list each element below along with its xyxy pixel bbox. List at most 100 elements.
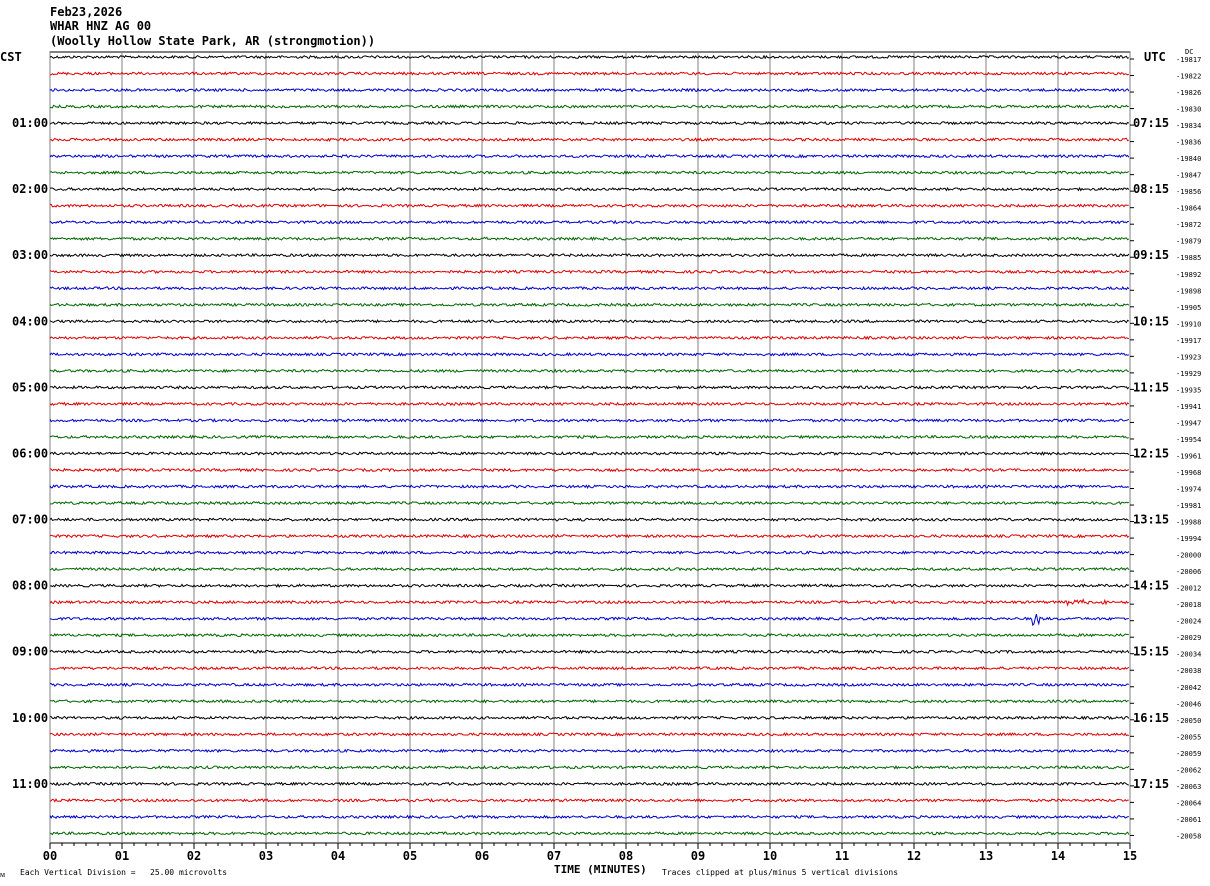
left-hour-label-08:00: 08:00 <box>12 579 48 593</box>
dc-offset-label: -20006 <box>1176 568 1201 576</box>
right-hour-label-08:15: 08:15 <box>1133 182 1169 196</box>
right-hour-label-16:15: 16:15 <box>1133 711 1169 725</box>
right-hour-label-17:15: 17:15 <box>1133 777 1169 791</box>
trace-19 <box>49 352 1129 357</box>
dc-offset-label: -19910 <box>1176 320 1201 328</box>
x-tick-label-12: 12 <box>907 849 921 863</box>
trace-3 <box>49 87 1130 93</box>
left-hour-label-10:00: 10:00 <box>12 711 48 725</box>
left-hour-label-03:00: 03:00 <box>12 248 48 262</box>
dc-offset-label: -19968 <box>1176 469 1201 477</box>
right-hour-label-10:15: 10:15 <box>1133 314 1169 328</box>
dc-offset-label: -19923 <box>1176 353 1201 361</box>
dc-offset-label: -19905 <box>1176 304 1201 312</box>
dc-offset-label: -20055 <box>1176 733 1201 741</box>
left-hour-label-06:00: 06:00 <box>12 446 48 460</box>
trace-39 <box>49 682 1130 688</box>
dc-offset-label: -20061 <box>1176 816 1201 824</box>
trace-12 <box>49 236 1130 242</box>
x-tick-label-14: 14 <box>1051 849 1065 863</box>
clip-note: Traces clipped at plus/minus 5 vertical … <box>662 868 899 877</box>
trace-10 <box>49 203 1129 208</box>
plot-frame <box>49 51 1131 844</box>
dc-offset-label: -19892 <box>1176 271 1201 279</box>
dc-offset-label: -19872 <box>1176 221 1201 229</box>
trace-29 <box>49 517 1130 522</box>
trace-8 <box>49 170 1130 175</box>
left-hour-label-01:00: 01:00 <box>12 116 48 130</box>
dc-offset-label: -19947 <box>1176 419 1201 427</box>
trace-37 <box>49 649 1130 655</box>
left-hour-label-11:00: 11:00 <box>12 777 48 791</box>
x-axis-title: TIME (MINUTES) <box>554 863 647 876</box>
trace-16 <box>49 302 1130 308</box>
left-hour-label-05:00: 05:00 <box>12 380 48 394</box>
trace-6 <box>49 137 1130 142</box>
trace-44 <box>49 764 1130 770</box>
x-tick-label-09: 09 <box>691 849 705 863</box>
dc-offset-label: -19847 <box>1176 172 1201 180</box>
x-tick-label-03: 03 <box>259 849 273 863</box>
x-tick-label-07: 07 <box>547 849 561 863</box>
trace-32 <box>49 566 1130 572</box>
dc-offset-label: -20034 <box>1176 651 1201 659</box>
x-tick-label-08: 08 <box>619 849 633 863</box>
x-tick-label-04: 04 <box>331 849 345 863</box>
dc-offset-label: -19840 <box>1176 155 1201 163</box>
trace-23 <box>49 418 1130 423</box>
dc-offset-label: -19994 <box>1176 535 1201 543</box>
dc-offset-label: -20000 <box>1176 552 1201 560</box>
dc-offset-label: -20062 <box>1176 766 1201 774</box>
dc-offset-label: -20050 <box>1176 717 1201 725</box>
dc-offset-label: -19917 <box>1176 337 1201 345</box>
trace-38 <box>49 665 1130 671</box>
trace-48 <box>49 831 1130 836</box>
dc-label: DC <box>1185 48 1194 56</box>
trace-layer <box>49 54 1130 836</box>
trace-46 <box>49 797 1129 803</box>
right-hour-label-09:15: 09:15 <box>1133 248 1169 262</box>
dc-offset-label: -20042 <box>1176 684 1201 692</box>
header-date: Feb23,2026 <box>50 5 123 19</box>
trace-30 <box>49 533 1130 539</box>
trace-7 <box>49 153 1130 159</box>
x-tick-label-10: 10 <box>763 849 777 863</box>
dc-offset-label: -19929 <box>1176 370 1201 378</box>
dc-offset-label: -19961 <box>1176 452 1201 460</box>
dc-offset-label: -20029 <box>1176 634 1201 642</box>
x-tick-label-06: 06 <box>475 849 489 863</box>
legend-icon: ᴍ <box>0 870 6 879</box>
dc-offset-label: -20024 <box>1176 618 1201 626</box>
right-hour-label-12:15: 12:15 <box>1133 446 1169 460</box>
dc-offset-label: -19864 <box>1176 205 1201 213</box>
dc-offset-label: -19941 <box>1176 403 1201 411</box>
dc-offset-label: -19856 <box>1176 188 1201 196</box>
dc-offset-label: -19817 <box>1176 56 1201 64</box>
scale-note: Each Vertical Division = 25.00 microvolt… <box>20 868 228 877</box>
right-hour-label-14:15: 14:15 <box>1133 579 1169 593</box>
trace-42 <box>49 732 1130 737</box>
trace-40 <box>49 699 1129 704</box>
trace-11 <box>49 219 1129 225</box>
trace-45 <box>49 781 1129 787</box>
trace-17 <box>49 319 1130 324</box>
trace-25 <box>49 451 1130 456</box>
x-tick-label-13: 13 <box>979 849 993 863</box>
left-hour-label-09:00: 09:00 <box>12 645 48 659</box>
trace-26 <box>49 467 1129 473</box>
x-tick-label-05: 05 <box>403 849 417 863</box>
trace-4 <box>49 104 1129 109</box>
trace-20 <box>49 368 1129 374</box>
left-hour-label-07:00: 07:00 <box>12 513 48 527</box>
dc-offset-label: -20012 <box>1176 585 1201 593</box>
dc-offset-label: -19988 <box>1176 519 1201 527</box>
x-tick-label-11: 11 <box>835 849 849 863</box>
dc-offset-label: -20038 <box>1176 667 1201 675</box>
dc-offset-label: -19834 <box>1176 122 1201 130</box>
trace-43 <box>49 748 1130 754</box>
trace-14 <box>49 269 1129 275</box>
x-tick-label-02: 02 <box>187 849 201 863</box>
dc-offset-label: -19981 <box>1176 502 1201 510</box>
trace-34 <box>49 598 1130 607</box>
